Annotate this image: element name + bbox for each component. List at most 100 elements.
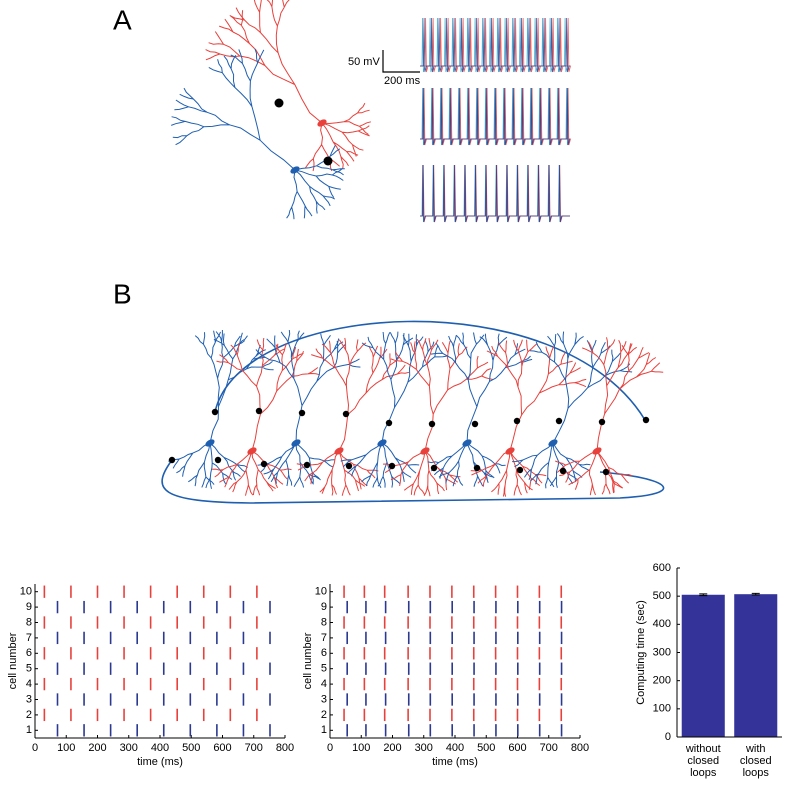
x-tick-label: 0: [32, 742, 38, 754]
voltage-trace: [420, 17, 572, 73]
voltage-trace: [420, 87, 571, 146]
synapse: [260, 460, 268, 468]
synapse: [168, 456, 176, 464]
error-bar: [699, 593, 708, 597]
scale-bar-label: 200 ms: [384, 75, 421, 87]
x-tick-label: 500: [477, 742, 495, 754]
panel-label: B: [113, 278, 132, 309]
y-tick-label: 6: [26, 647, 32, 659]
y-tick-label: 1: [321, 724, 327, 736]
y-tick-label: 2: [321, 709, 327, 721]
bar: [681, 594, 725, 737]
x-tick-label: 800: [276, 742, 294, 754]
x-tick-label: 100: [57, 742, 75, 754]
x-tick-label: 800: [571, 742, 589, 754]
synapse: [513, 417, 521, 425]
voltage-trace: [420, 164, 570, 223]
dendrite: [205, 0, 372, 172]
synapse: [555, 417, 563, 425]
x-tick-label: without: [685, 743, 721, 755]
x-tick-label: closed: [740, 755, 772, 767]
x-tick-label: 300: [120, 742, 138, 754]
voltage-trace: [420, 17, 570, 73]
x-tick-label: with: [745, 743, 766, 755]
y-tick-label: 1: [26, 724, 32, 736]
y-axis-label: Computing time (sec): [635, 600, 647, 705]
y-tick-label: 5: [26, 663, 32, 675]
voltage-trace: [420, 17, 570, 73]
x-tick-label: 200: [383, 742, 401, 754]
synapse: [303, 461, 311, 469]
x-tick-label: 200: [88, 742, 106, 754]
dendrite: [171, 48, 345, 220]
dendrite: [296, 337, 410, 496]
x-tick-label: 0: [327, 742, 333, 754]
y-tick-label: 4: [321, 678, 327, 690]
x-axis-label: time (ms): [137, 756, 183, 768]
scale-bar-label: 50 mV: [348, 56, 380, 68]
dendrite: [427, 332, 533, 487]
y-tick-label: 10: [20, 586, 32, 598]
synapse: [345, 462, 353, 470]
synapse: [430, 464, 438, 472]
y-tick-label: 4: [26, 678, 32, 690]
y-tick-label: 9: [26, 601, 32, 613]
dendrite: [253, 329, 361, 488]
x-tick-label: 600: [508, 742, 526, 754]
x-tick-label: 400: [151, 742, 169, 754]
y-tick-label: 600: [653, 562, 671, 574]
soma: [290, 166, 300, 174]
soma: [291, 439, 301, 447]
y-tick-label: 0: [665, 731, 671, 743]
x-tick-label: closed: [687, 755, 719, 767]
synapse: [559, 467, 567, 475]
dendrite: [470, 339, 587, 497]
synapse: [385, 419, 393, 427]
y-tick-label: 3: [321, 693, 327, 705]
y-tick-label: 500: [653, 590, 671, 602]
synapse: [473, 464, 481, 472]
x-tick-label: 700: [245, 742, 263, 754]
loop-connection: [161, 459, 665, 504]
y-tick-label: 9: [321, 601, 327, 613]
synapse: [274, 98, 284, 108]
y-tick-label: 200: [653, 675, 671, 687]
soma: [247, 447, 257, 455]
soma: [317, 119, 327, 127]
x-tick-label: 500: [182, 742, 200, 754]
x-axis-label: time (ms): [432, 756, 478, 768]
synapse: [388, 462, 396, 470]
soma: [505, 447, 515, 455]
synapse: [642, 416, 650, 424]
y-tick-label: 8: [26, 616, 32, 628]
x-tick-label: 600: [213, 742, 231, 754]
x-tick-label: 700: [540, 742, 558, 754]
bar: [734, 594, 778, 737]
dendrite: [512, 331, 633, 489]
soma: [377, 439, 387, 447]
y-tick-label: 100: [653, 703, 671, 715]
x-tick-label: 400: [446, 742, 464, 754]
synapse: [323, 156, 333, 166]
voltage-trace: [420, 164, 570, 223]
soma: [592, 447, 602, 455]
x-tick-label: loops: [743, 767, 770, 779]
y-axis-label: cell number: [302, 632, 314, 689]
soma: [548, 439, 558, 447]
x-tick-label: 100: [352, 742, 370, 754]
y-tick-label: 2: [26, 709, 32, 721]
y-tick-label: 6: [321, 647, 327, 659]
y-tick-label: 7: [321, 632, 327, 644]
synapse: [211, 408, 219, 416]
synapse: [428, 420, 436, 428]
y-tick-label: 7: [26, 632, 32, 644]
x-tick-label: loops: [690, 767, 717, 779]
soma: [462, 439, 472, 447]
y-axis-label: cell number: [7, 632, 19, 689]
dendrite: [382, 338, 494, 497]
error-bar: [751, 592, 760, 596]
synapse: [598, 418, 606, 426]
panel-label: A: [113, 4, 132, 35]
dendrite: [555, 337, 664, 496]
